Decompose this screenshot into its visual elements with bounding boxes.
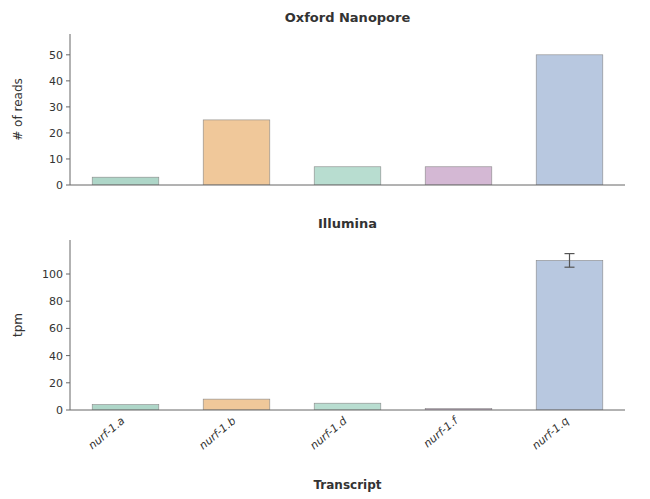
bar-chart: Illumina 0 20 40 60 80 100 tpm nurf-1.a nurf-1.b n…	[11, 216, 625, 492]
error-bar-cap	[565, 267, 575, 268]
y-axis-line	[70, 240, 71, 410]
x-tick-label: nurf-1.q	[530, 414, 572, 452]
y-axis-label: # of reads	[11, 78, 25, 141]
y-tick	[66, 54, 70, 55]
bar	[314, 403, 381, 410]
error-bar	[565, 254, 575, 268]
y-tick	[66, 355, 70, 356]
y-tick-label: 10	[49, 153, 63, 166]
error-bar-cap	[565, 253, 575, 254]
x-tick-label: nurf-1.a	[86, 414, 128, 452]
y-tick-label: 30	[49, 101, 63, 114]
y-tick-label: 40	[49, 75, 63, 88]
y-tick-label: 0	[56, 179, 63, 192]
bar-chart: Oxford Nanopore 0 10 20 30 40 50 # of reads	[11, 10, 625, 192]
y-tick-label: 50	[49, 49, 63, 62]
y-tick-label: 20	[49, 377, 63, 390]
chart-title: Illumina	[318, 216, 377, 231]
x-axis-line	[70, 185, 625, 186]
x-tick-label: nurf-1.b	[197, 414, 239, 452]
y-tick	[66, 132, 70, 133]
y-tick-label: 80	[49, 295, 63, 308]
bars	[92, 55, 603, 185]
y-tick	[66, 80, 70, 81]
y-tick-label: 20	[49, 127, 63, 140]
y-tick	[66, 158, 70, 159]
y-tick	[66, 382, 70, 383]
y-tick	[66, 185, 70, 186]
bar	[203, 399, 270, 410]
y-tick	[66, 106, 70, 107]
y-tick-label: 0	[56, 404, 63, 417]
figure: Oxford Nanopore 0 10 20 30 40 50 # of reads Illu…	[0, 0, 650, 499]
y-axis-label: tpm	[11, 313, 25, 337]
y-tick	[66, 301, 70, 302]
y-tick	[66, 410, 70, 411]
y-tick	[66, 274, 70, 275]
y-axis-line	[70, 34, 71, 185]
bar	[314, 167, 381, 185]
y-tick-label: 40	[49, 350, 63, 363]
x-axis-line	[70, 410, 625, 411]
chart-title: Oxford Nanopore	[285, 10, 411, 25]
y-tick	[66, 328, 70, 329]
bars	[92, 254, 603, 410]
error-bar-stem	[569, 254, 570, 268]
bar	[536, 260, 603, 410]
bar	[425, 167, 492, 185]
y-tick-label: 60	[49, 322, 63, 335]
bar	[92, 405, 159, 410]
bar	[203, 120, 270, 185]
x-tick-label: nurf-1.d	[308, 414, 351, 453]
x-tick-label: nurf-1.f	[421, 413, 462, 450]
y-tick-label: 100	[42, 268, 63, 281]
bar	[536, 55, 603, 185]
x-axis-label: Transcript	[313, 478, 381, 492]
bar	[92, 177, 159, 185]
